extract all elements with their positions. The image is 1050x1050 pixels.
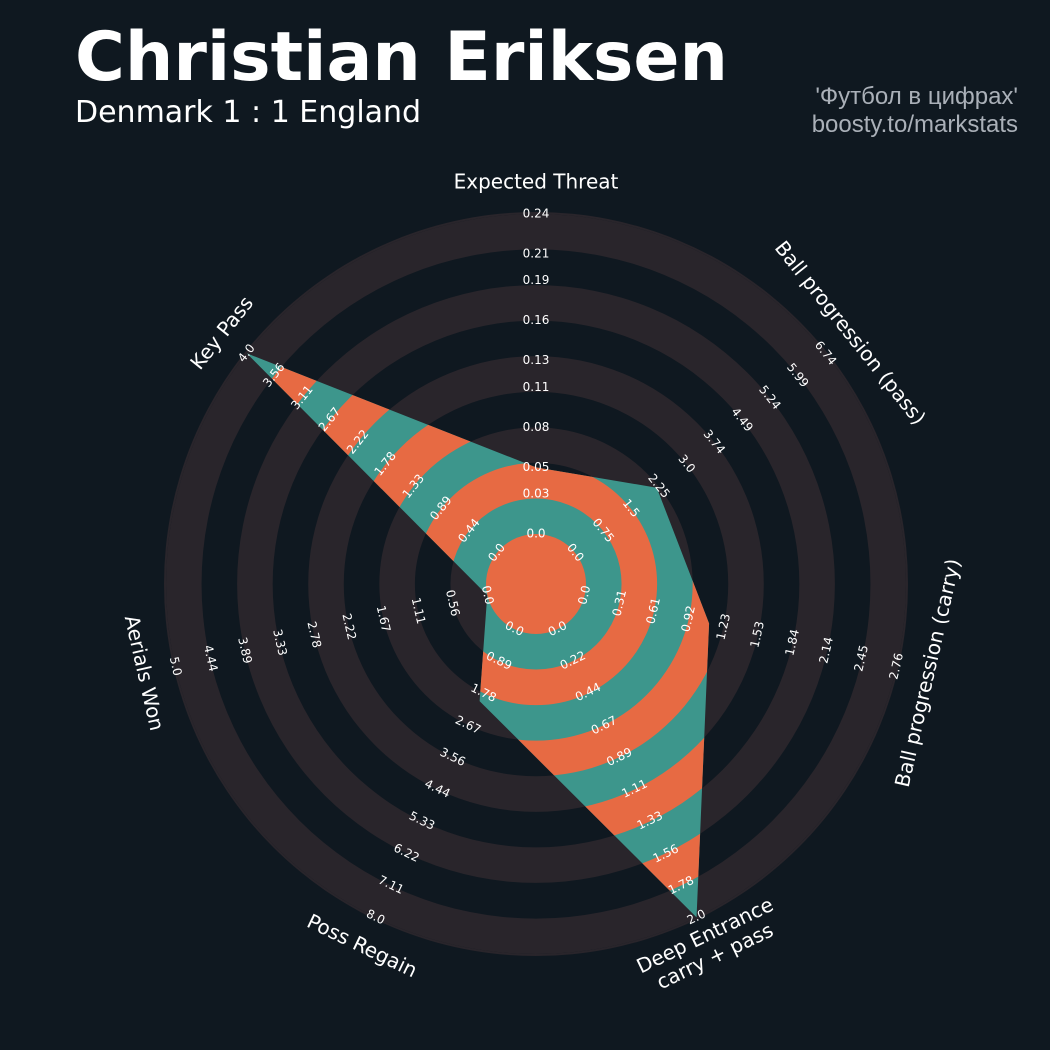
tick-label: 3.89 — [235, 636, 255, 665]
tick-label: 0.0 — [526, 527, 545, 541]
tick-label: 0.19 — [523, 273, 550, 287]
tick-label: 2.45 — [851, 644, 871, 673]
tick-label: 0.0 — [479, 584, 497, 606]
tick-label: 0.13 — [523, 353, 550, 367]
param-label: Expected Threat — [453, 169, 619, 194]
tick-label: 0.05 — [523, 460, 550, 474]
center-circle — [486, 534, 586, 634]
tick-label: 3.33 — [270, 628, 290, 657]
tick-label: 1.67 — [374, 604, 394, 633]
tick-label: 1.23 — [713, 612, 733, 641]
tick-label: 2.14 — [816, 636, 836, 665]
tick-label: 2.78 — [304, 620, 324, 649]
tick-label: 0.24 — [523, 207, 550, 221]
tick-label: 0.08 — [523, 420, 550, 434]
tick-label: 0.11 — [523, 380, 550, 394]
tick-label: 1.84 — [782, 628, 802, 657]
tick-label: 1.53 — [747, 620, 767, 649]
tick-label: 0.31 — [610, 588, 630, 617]
tick-label: 0.16 — [523, 313, 550, 327]
chart-subtitle: Denmark 1 : 1 England — [75, 95, 421, 130]
tick-label: 0.0 — [575, 584, 593, 606]
tick-label: 0.56 — [443, 588, 463, 617]
tick-label: 2.22 — [339, 612, 359, 641]
tick-label: 0.92 — [678, 604, 698, 633]
tick-label: 2.76 — [886, 652, 906, 681]
credit: 'Футбол в цифрах' — [815, 83, 1018, 110]
chart-title: Christian Eriksen — [75, 18, 728, 97]
tick-label: 1.11 — [409, 596, 429, 625]
tick-label: 5.0 — [167, 655, 185, 677]
tick-label: 0.21 — [523, 247, 550, 261]
tick-label: 0.61 — [643, 596, 663, 625]
tick-label: 0.03 — [523, 487, 550, 501]
tick-label: 4.44 — [201, 644, 221, 673]
credit: boosty.to/markstats — [812, 111, 1018, 138]
